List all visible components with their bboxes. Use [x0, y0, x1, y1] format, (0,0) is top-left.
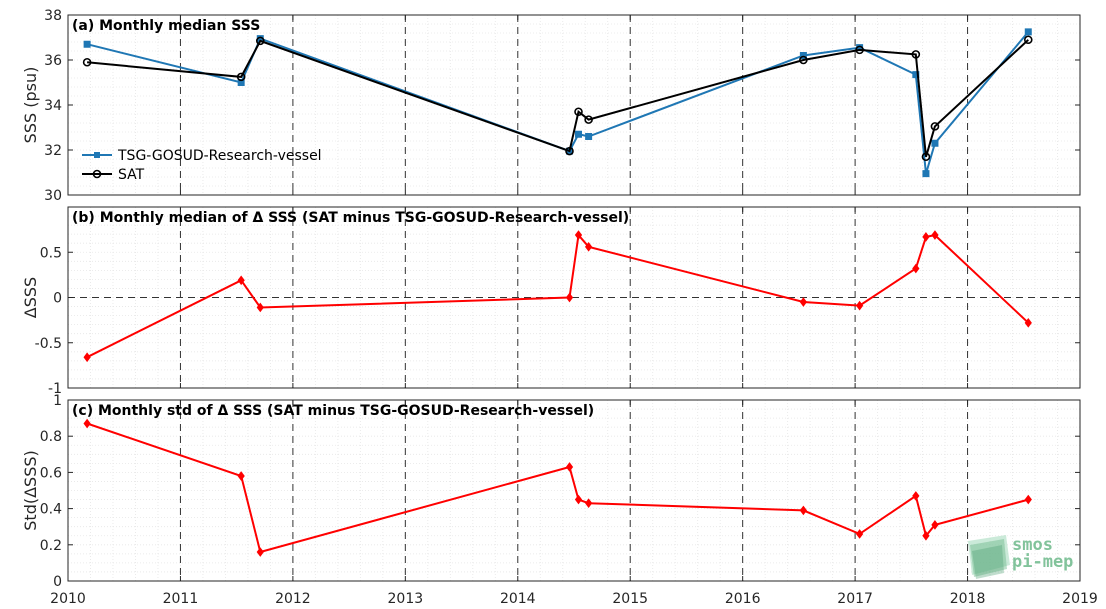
- panel-3: 0 0.2 0.4 0.6 0.8 1 2010 2011 2012 2013 2014 2015 20…: [21, 393, 1098, 607]
- y-tick-label: 0.4: [40, 502, 62, 518]
- y-tick-label: 0.6: [40, 465, 62, 481]
- logo-waves-icon: [968, 535, 1010, 579]
- legend-label: TSG-GOSUD-Research-vessel: [117, 148, 322, 164]
- legend-marker: [92, 169, 102, 179]
- data-point: [1024, 318, 1032, 328]
- series-line: [87, 39, 1029, 158]
- data-point: [921, 152, 931, 162]
- y-tick-label: 38: [44, 8, 62, 24]
- data-point: [82, 57, 92, 67]
- data-point: [931, 520, 939, 530]
- data-point: [912, 491, 920, 501]
- data-point: [83, 418, 91, 429]
- x-tick-label: 2016: [725, 591, 761, 607]
- panel-title: (a) Monthly median SSS: [72, 18, 260, 34]
- data-point: [574, 230, 583, 240]
- data-point: [256, 547, 264, 557]
- x-tick-label: 2014: [500, 591, 536, 607]
- data-point: [574, 107, 583, 117]
- data-point: [237, 471, 245, 481]
- data-point: [584, 241, 593, 252]
- legend-label: SAT: [118, 167, 145, 183]
- y-tick-label: 34: [44, 98, 62, 114]
- data-point: [922, 232, 930, 242]
- data-point: [574, 494, 583, 505]
- data-point: [922, 530, 930, 541]
- axes-box: [67, 399, 1081, 582]
- panel-1: 30 32 34 36 38 (a) Monthly median SSS SSS (psu…: [21, 8, 1081, 204]
- data-point: [256, 302, 264, 313]
- logo-line2: pi-mep: [1012, 552, 1074, 572]
- legend-marker: [94, 152, 100, 158]
- data-point: [799, 55, 808, 65]
- data-point: [237, 79, 245, 86]
- data-point: [931, 139, 939, 147]
- y-tick-label: -1: [48, 381, 62, 397]
- y-tick-label: 36: [44, 53, 62, 69]
- axes-box: [67, 206, 1081, 389]
- logo-text: smos pi-mep: [1012, 537, 1073, 571]
- data-point: [236, 72, 246, 82]
- data-point: [584, 115, 593, 124]
- y-tick-label: 0.8: [40, 429, 62, 445]
- y-tick-label: 32: [44, 143, 62, 159]
- x-tick-label: 2018: [950, 591, 986, 607]
- data-point: [1024, 494, 1032, 505]
- series-line: [86, 422, 1029, 554]
- data-point: [855, 45, 864, 55]
- y-tick-label: 0: [53, 574, 62, 590]
- data-point: [83, 40, 91, 48]
- y-axis-label: Std(ΔSSS): [21, 450, 40, 530]
- data-point: [799, 297, 808, 307]
- y-tick-label: 0.2: [40, 538, 62, 554]
- data-point: [799, 52, 807, 59]
- data-point: [1024, 28, 1032, 36]
- data-point: [1023, 35, 1033, 45]
- x-tick-label: 2019: [1062, 591, 1098, 607]
- x-tick-label: 2013: [388, 591, 424, 607]
- x-tick-label: 2015: [612, 591, 648, 607]
- y-tick-label: 1: [53, 393, 62, 409]
- data-point: [237, 275, 245, 286]
- data-point: [799, 505, 808, 516]
- data-point: [83, 352, 91, 363]
- x-tick-label: 2011: [163, 591, 199, 607]
- data-point: [912, 71, 920, 79]
- axes-box: [67, 14, 1081, 196]
- x-tick-label: 2010: [50, 591, 86, 607]
- y-tick-label: 0.5: [40, 245, 62, 261]
- data-point: [585, 133, 593, 140]
- panel-2: -1 -0.5 0 0.5 (b) Monthly median of Δ SSS (S…: [21, 206, 1081, 397]
- data-point: [574, 130, 582, 138]
- data-point: [912, 263, 920, 274]
- data-point: [584, 498, 593, 509]
- y-axis-label: ΔSSS: [21, 277, 40, 318]
- y-tick-label: 0: [53, 291, 62, 307]
- y-tick-label: -0.5: [35, 336, 62, 352]
- data-point: [911, 50, 921, 59]
- data-point: [565, 146, 574, 156]
- data-point: [931, 230, 939, 240]
- data-point: [565, 462, 574, 472]
- data-point: [922, 170, 930, 178]
- data-point: [930, 122, 940, 131]
- x-tick-label: 2017: [837, 591, 873, 607]
- series-line: [86, 232, 1029, 359]
- data-point: [855, 300, 864, 311]
- panel-title: (c) Monthly std of Δ SSS (SAT minus TSG-…: [72, 403, 594, 419]
- logo-line1: smos: [1012, 535, 1053, 555]
- legend: TSG-GOSUD-Research-vessel SAT: [82, 148, 322, 183]
- data-point: [255, 36, 265, 46]
- y-tick-label: 30: [44, 188, 62, 204]
- panel-title: (b) Monthly median of Δ SSS (SAT minus T…: [72, 210, 629, 226]
- data-point: [565, 292, 574, 303]
- x-tick-label: 2012: [275, 591, 311, 607]
- data-point: [855, 529, 864, 539]
- smos-pimep-logo: [968, 535, 1086, 579]
- y-axis-label: SSS (psu): [21, 67, 40, 144]
